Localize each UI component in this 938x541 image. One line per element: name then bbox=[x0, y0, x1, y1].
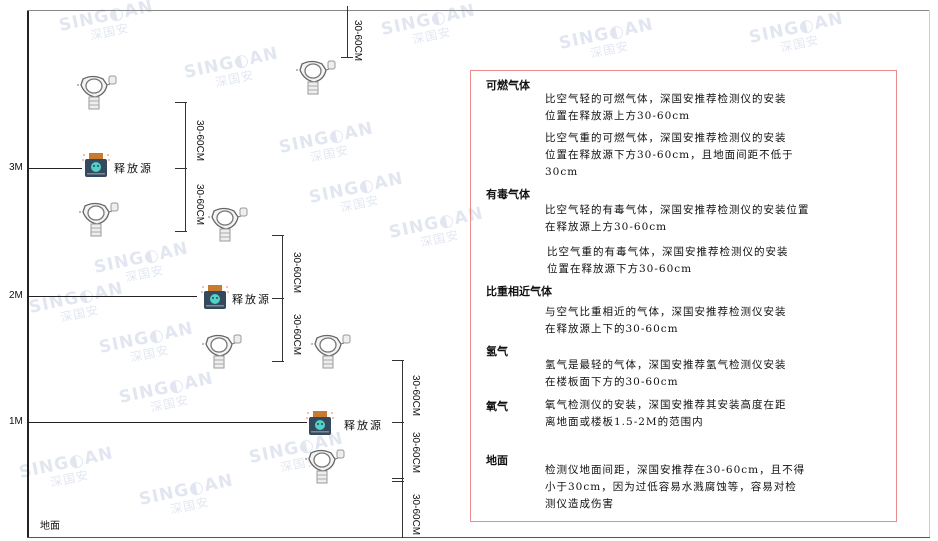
watermark-logo: SING◐AN 深国安 bbox=[747, 8, 846, 55]
gas-detector-icon bbox=[202, 332, 242, 372]
dimension-tick bbox=[175, 168, 187, 169]
dimension-tick bbox=[175, 231, 187, 232]
ceiling-line bbox=[27, 10, 930, 11]
dimension-line bbox=[402, 360, 403, 538]
watermark-logo: SING◐AN 深国安 bbox=[57, 0, 156, 43]
dimension-label: 30-60CM bbox=[291, 314, 302, 356]
watermark-logo: SING◐AN 深国安 bbox=[182, 43, 281, 90]
dimension-tick bbox=[392, 360, 404, 361]
level-1m-label: 1M bbox=[9, 416, 23, 427]
watermark-logo: SING◐AN 深国安 bbox=[17, 443, 116, 490]
dimension-label: 30-60CM bbox=[291, 252, 302, 294]
floor-line bbox=[27, 537, 930, 538]
watermark-logo: SING◐AN 深国安 bbox=[97, 318, 196, 365]
section-title: 可燃气体 bbox=[486, 79, 530, 92]
watermark-logo: SING◐AN 深国安 bbox=[27, 278, 126, 325]
release-source-icon bbox=[201, 284, 229, 310]
ground-label: 地面 bbox=[40, 521, 60, 532]
watermark-logo: SING◐AN 深国安 bbox=[92, 238, 191, 285]
dimension-tick bbox=[175, 102, 187, 103]
dimension-label: 30-60CM bbox=[194, 120, 205, 162]
right-edge-line bbox=[929, 10, 930, 538]
section-text: 比空气轻的可燃气体，深国安推荐检测仪的安装 位置在释放源上方30-60cm bbox=[545, 93, 787, 122]
dimension-tick bbox=[272, 235, 284, 236]
gas-detector-icon bbox=[208, 205, 248, 245]
dimension-line bbox=[347, 6, 348, 57]
section-text: 比空气重的有毒气体，深国安推荐检测仪的安装 位置在释放源下方30-60cm bbox=[547, 246, 789, 275]
gas-detector-icon bbox=[77, 73, 117, 113]
release-source-icon bbox=[82, 152, 110, 178]
watermark-logo: SING◐AN 深国安 bbox=[137, 470, 236, 517]
level-3m-label: 3M bbox=[9, 162, 23, 173]
section-text: 检测仪地面间距，深国安推荐在30-60cm，且不得 小于30cm，因为过低容易水… bbox=[545, 464, 806, 510]
dimension-label: 30-60CM bbox=[194, 184, 205, 226]
section-title: 氢气 bbox=[486, 345, 508, 358]
release-source-icon bbox=[306, 410, 334, 436]
legend-box bbox=[470, 70, 897, 522]
watermark-logo: SING◐AN 深国安 bbox=[307, 168, 406, 215]
section-text: 氧气检测仪的安装，深国安推荐其安装高度在距 离地面或楼板1.5-2M的范围内 bbox=[545, 399, 787, 428]
dimension-label: 30-60CM bbox=[352, 20, 363, 62]
release-source-label: 释放源 bbox=[232, 293, 271, 306]
dimension-tick bbox=[392, 422, 404, 423]
wall-line bbox=[27, 10, 29, 538]
gas-detector-icon bbox=[79, 200, 119, 240]
dimension-label: 30-60CM bbox=[410, 494, 421, 536]
section-text: 氢气是最轻的气体，深国安推荐氢气检测仪安装 在楼板面下方的30-60cm bbox=[545, 359, 787, 388]
dimension-label: 30-60CM bbox=[410, 432, 421, 474]
dimension-tick bbox=[272, 361, 284, 362]
section-title: 有毒气体 bbox=[486, 188, 530, 201]
level-1m-line bbox=[27, 422, 307, 423]
watermark-logo: SING◐AN 深国安 bbox=[277, 118, 376, 165]
section-text: 比空气轻的有毒气体，深国安推荐检测仪的安装位置 在释放源上方30-60cm bbox=[545, 204, 810, 233]
section-title: 地面 bbox=[486, 454, 508, 467]
level-3m-line bbox=[27, 168, 82, 169]
section-title: 氧气 bbox=[486, 400, 508, 413]
dimension-label: 30-60CM bbox=[410, 375, 421, 417]
dimension-tick bbox=[392, 478, 404, 479]
gas-detector-icon bbox=[305, 447, 345, 487]
dimension-line bbox=[185, 102, 186, 232]
section-text: 比空气重的可燃气体，深国安推荐检测仪的安装 位置在释放源下方30-60cm，且地… bbox=[545, 132, 794, 178]
release-source-label: 释放源 bbox=[114, 162, 153, 175]
section-title: 比重相近气体 bbox=[486, 285, 552, 298]
release-source-label: 释放源 bbox=[344, 419, 383, 432]
gas-detector-icon bbox=[296, 58, 336, 98]
dimension-tick bbox=[272, 298, 284, 299]
dimension-tick bbox=[341, 57, 353, 58]
watermark-logo: SING◐AN 深国安 bbox=[557, 14, 656, 61]
dimension-tick bbox=[392, 481, 404, 482]
level-2m-label: 2M bbox=[9, 290, 23, 301]
gas-detector-icon bbox=[311, 332, 351, 372]
level-2m-line bbox=[27, 296, 197, 297]
watermark-logo: SING◐AN 深国安 bbox=[117, 368, 216, 415]
section-text: 与空气比重相近的气体，深国安推荐检测仪安装 在释放源上下的30-60cm bbox=[545, 306, 787, 335]
